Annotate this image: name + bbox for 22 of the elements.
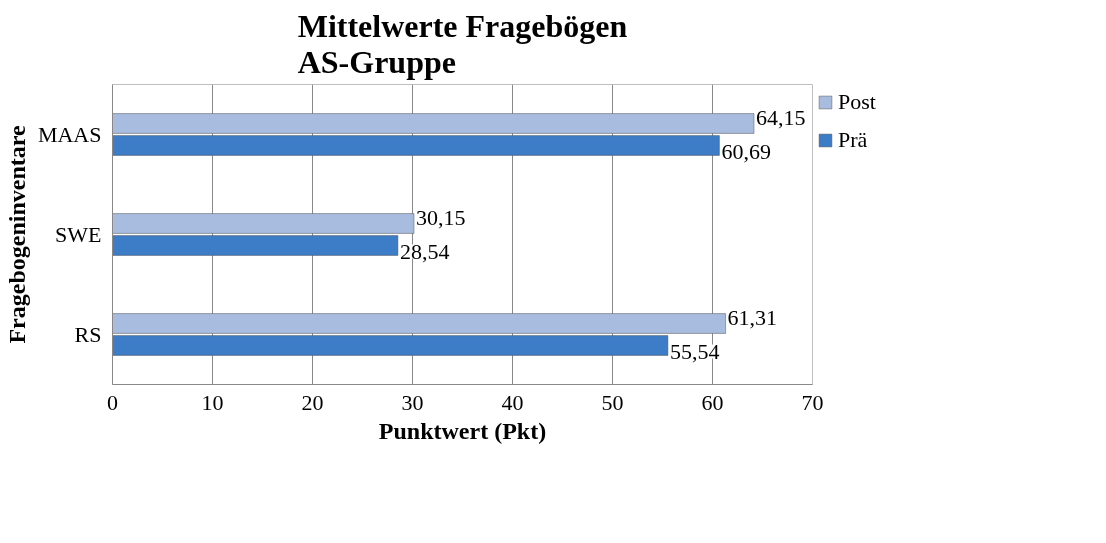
x-tick-label: 70 bbox=[801, 389, 824, 415]
data-label: 55,54 bbox=[669, 338, 720, 364]
data-label: 28,54 bbox=[399, 238, 450, 264]
y-tick-label: RS bbox=[74, 322, 102, 347]
x-tick-label: 20 bbox=[301, 389, 324, 415]
x-tick-label: 40 bbox=[501, 389, 524, 415]
chart-title: Mittelwerte Fragebögen AS-Gruppe bbox=[297, 7, 628, 80]
data-label: 64,15 bbox=[756, 104, 806, 130]
data-label: 60,69 bbox=[721, 138, 771, 164]
x-tick-label: 0 bbox=[107, 389, 118, 415]
x-tick-label: 10 bbox=[201, 389, 224, 415]
data-label: 61,31 bbox=[727, 304, 778, 330]
legend-label: Post bbox=[838, 89, 877, 115]
x-tick-label: 60 bbox=[701, 389, 724, 415]
y-tick-label: SWE bbox=[55, 222, 102, 247]
legend-label: Prä bbox=[838, 127, 869, 153]
x-tick-label: 30 bbox=[401, 389, 424, 415]
data-label: 30,15 bbox=[416, 204, 466, 230]
x-tick-label: 50 bbox=[601, 389, 624, 415]
y-tick-label: MAAS bbox=[37, 122, 102, 147]
x-axis-title: Punktwert (Pkt) bbox=[378, 417, 547, 444]
y-axis-title: Fragebogeninventare bbox=[3, 125, 30, 344]
